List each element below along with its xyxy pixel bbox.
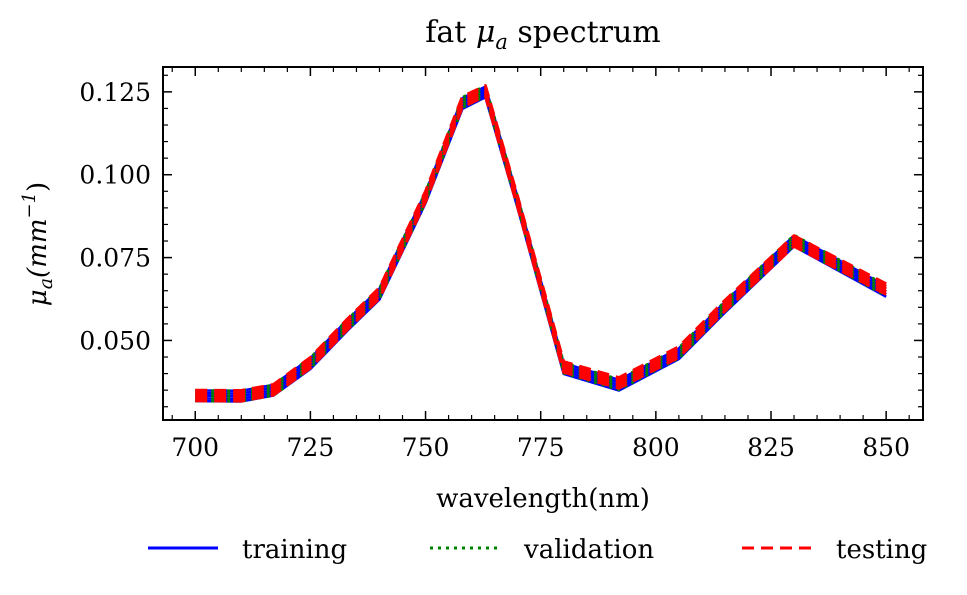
y-axis-label: μa(mm−1) [19, 182, 57, 306]
title-prefix: fat [425, 15, 476, 50]
series-line-testing-trace-2 [195, 89, 887, 398]
ylabel-mu: μ [23, 289, 53, 306]
x-tick-label: 700 [171, 433, 219, 462]
y-tick-label: 0.050 [79, 326, 151, 355]
series-line-validation-trace-2 [195, 89, 887, 398]
series-line-validation-trace-4 [195, 84, 887, 393]
y-tick-label: 0.075 [79, 244, 151, 273]
y-axis: 0.050 0.075 0.100 0.125 [79, 74, 923, 408]
title-suffix: spectrum [508, 15, 661, 50]
legend-label-training: training [242, 535, 347, 565]
series-line-testing-trace-4 [195, 84, 887, 392]
legend-label-validation: validation [523, 535, 654, 565]
series-line-training-trace-3 [195, 87, 887, 395]
legend: training validation testing [148, 535, 927, 565]
series-line-training-trace-4 [195, 85, 887, 393]
ylabel-units-exponent: −1 [19, 192, 40, 219]
title-subscript: a [495, 30, 508, 54]
plot-area [162, 66, 924, 421]
series-line-testing-trace-3 [195, 86, 887, 395]
title-mu: μ [476, 15, 496, 50]
y-tick-label: 0.100 [79, 161, 151, 190]
series-line-testing [195, 94, 887, 403]
legend-label-testing: testing [836, 535, 927, 565]
x-tick-label: 800 [632, 433, 680, 462]
x-axis: 700 725 750 775 800 825 850 [171, 67, 910, 462]
chart-title: fat μa spectrum [425, 15, 660, 54]
x-tick-label: 850 [862, 433, 910, 462]
x-tick-label: 775 [517, 433, 565, 462]
x-tick-label: 825 [747, 433, 795, 462]
series-line-validation-trace-3 [195, 87, 887, 395]
ylabel-subscript: a [35, 278, 57, 289]
x-tick-label: 725 [287, 433, 335, 462]
series-line-testing-trace-1 [195, 92, 887, 400]
ylabel-units-suffix: ) [23, 182, 53, 192]
x-axis-label: wavelength(nm) [436, 484, 650, 514]
x-tick-label: 750 [402, 433, 450, 462]
series-line-training-trace-2 [195, 90, 887, 398]
series-layer [195, 84, 887, 403]
y-tick-label: 0.125 [79, 78, 151, 107]
ylabel-units-prefix: (mm [23, 219, 53, 278]
